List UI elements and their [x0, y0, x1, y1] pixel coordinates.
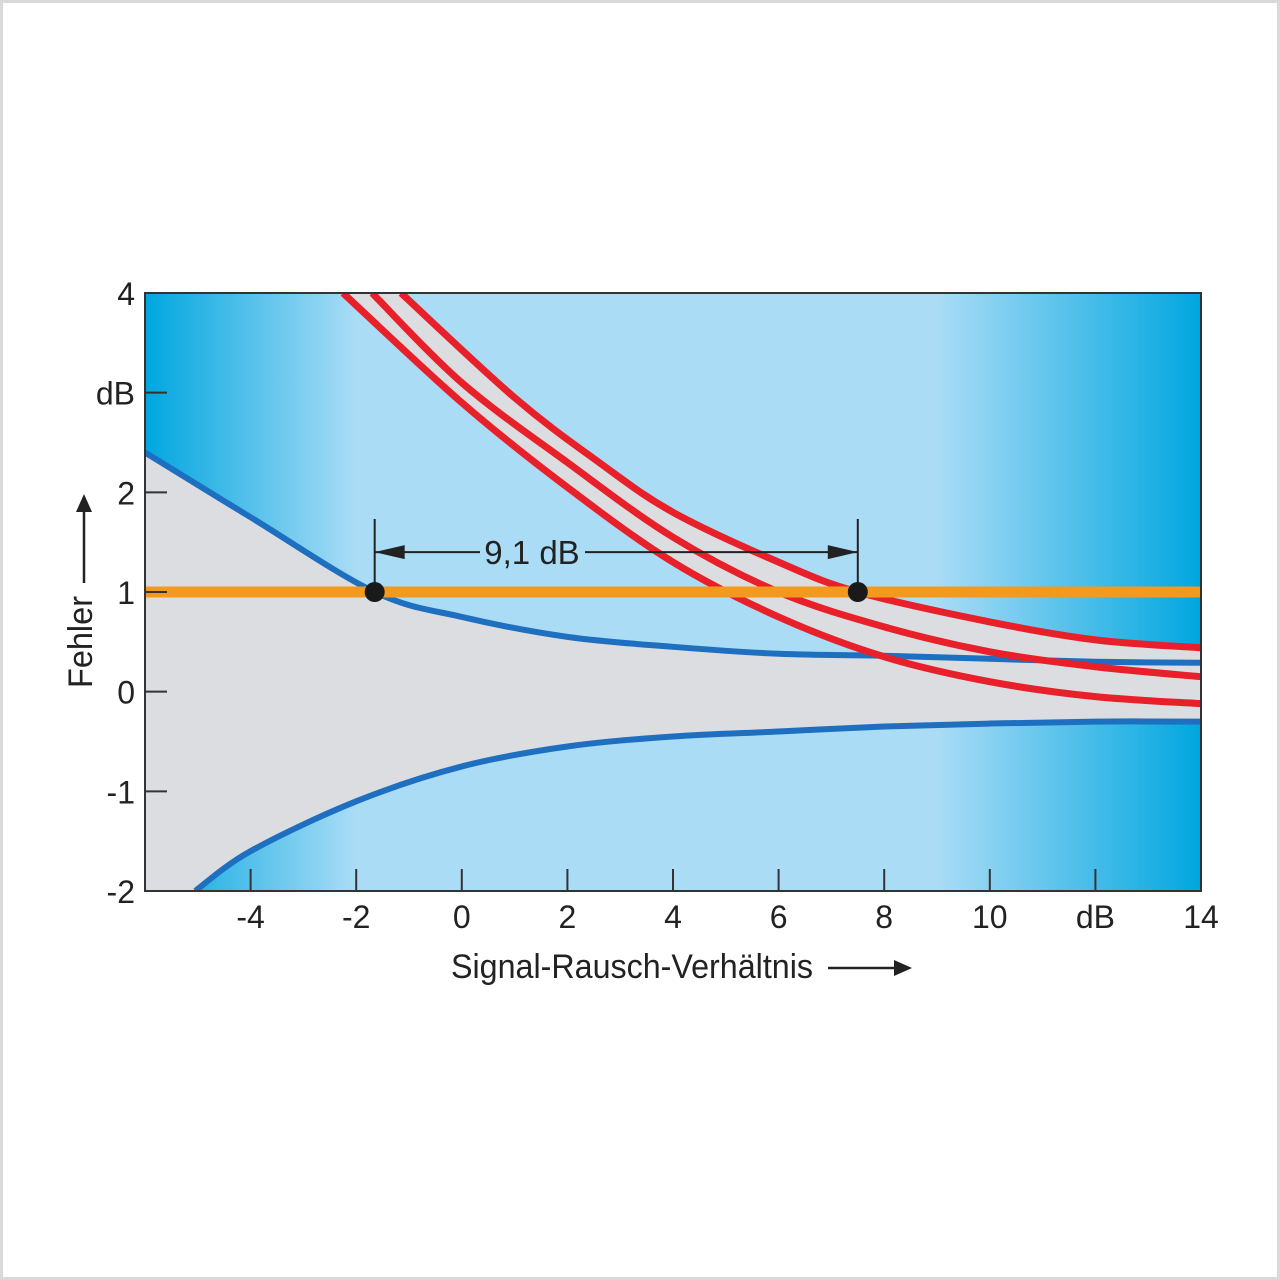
- y-axis-label: Fehler: [62, 596, 100, 688]
- red-lower-line: [340, 293, 1201, 708]
- arrowhead-right-icon: [827, 545, 858, 560]
- x-tick-label: 8: [875, 899, 893, 935]
- x-tick-label: 4: [664, 899, 682, 935]
- x-tick-label: 14: [1183, 899, 1219, 935]
- gap-annotation: 9,1 dB: [484, 534, 579, 571]
- blue-lower-line: [193, 718, 1201, 891]
- intersection-marker: [364, 582, 385, 602]
- x-tick-label: 2: [559, 899, 577, 935]
- x-tick-label: 6: [770, 899, 788, 935]
- x-tick-label: 10: [972, 899, 1008, 935]
- y-tick-label: dB: [96, 376, 135, 412]
- y-tick-label: -2: [107, 874, 135, 910]
- x-tick-label: -4: [236, 899, 264, 935]
- x-tick-label: -2: [342, 899, 370, 935]
- red-upper-line: [398, 293, 1201, 652]
- arrowhead-left-icon: [374, 545, 405, 560]
- intersection-marker: [847, 582, 868, 602]
- x-axis-label: Signal-Rausch-Verhältnis: [451, 948, 813, 986]
- x-tick-label: 0: [453, 899, 471, 935]
- y-tick-label: 1: [117, 575, 135, 611]
- x-tick-label: dB: [1076, 899, 1115, 935]
- x-axis-arrow: [828, 960, 912, 976]
- y-axis-arrow: [76, 494, 92, 583]
- y-tick-label: 0: [117, 675, 135, 711]
- y-tick-label: 4: [117, 276, 135, 312]
- y-tick-label: -1: [107, 774, 135, 810]
- y-tick-label: 2: [117, 475, 135, 511]
